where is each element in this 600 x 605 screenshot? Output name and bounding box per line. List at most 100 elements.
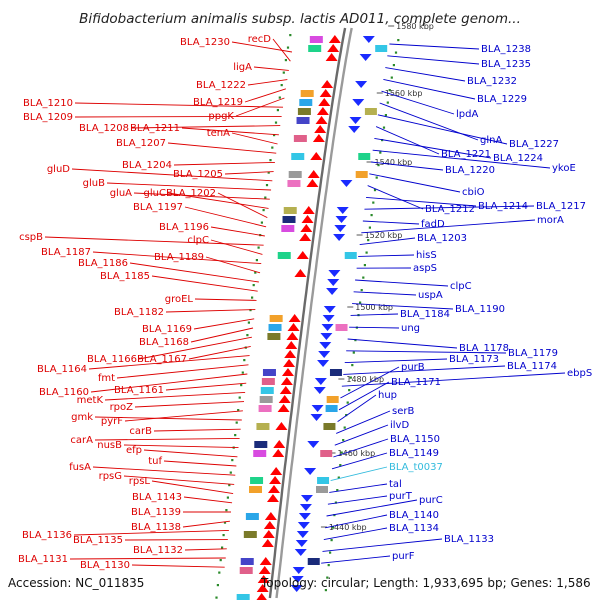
gene-block[interactable]: [326, 405, 338, 412]
forward-gene-arrow[interactable]: [321, 80, 333, 88]
forward-gene-arrow[interactable]: [283, 359, 295, 367]
right-gene-label[interactable]: BLA_1173: [449, 354, 499, 365]
reverse-gene-arrow[interactable]: [336, 216, 348, 223]
forward-gene-arrow[interactable]: [314, 125, 326, 133]
left-gene-label[interactable]: BLA_1189: [154, 252, 204, 263]
gene-block[interactable]: [253, 450, 266, 457]
gene-block[interactable]: [241, 558, 254, 565]
right-gene-label[interactable]: BLA_1235: [481, 59, 531, 70]
forward-gene-arrow[interactable]: [267, 494, 279, 502]
right-gene-label[interactable]: BLA_1134: [389, 523, 439, 534]
right-gene-label[interactable]: purF: [392, 551, 415, 562]
forward-gene-arrow[interactable]: [294, 269, 306, 277]
gene-block[interactable]: [327, 396, 339, 403]
right-gene-label[interactable]: BLA_1232: [467, 76, 517, 87]
left-gene-label[interactable]: BLA_1222: [196, 80, 246, 91]
gene-block[interactable]: [299, 99, 312, 106]
gene-block[interactable]: [320, 450, 332, 457]
gene-block[interactable]: [249, 486, 262, 493]
forward-gene-arrow[interactable]: [268, 485, 280, 493]
gene-block[interactable]: [270, 315, 283, 322]
right-gene-label[interactable]: ung: [401, 323, 420, 334]
left-gene-label[interactable]: BLA_1136: [22, 530, 72, 541]
left-gene-label[interactable]: gluD: [47, 164, 70, 175]
reverse-gene-arrow[interactable]: [317, 360, 329, 367]
left-gene-label[interactable]: pyrF: [101, 416, 123, 427]
left-gene-label[interactable]: BLA_1138: [131, 522, 181, 533]
right-gene-label[interactable]: glnA: [480, 135, 502, 146]
left-gene-label[interactable]: BLA_1135: [73, 535, 123, 546]
reverse-gene-arrow[interactable]: [327, 279, 339, 286]
gene-block[interactable]: [283, 216, 296, 223]
left-gene-label[interactable]: BLA_1186: [78, 258, 128, 269]
reverse-gene-arrow[interactable]: [304, 468, 316, 475]
forward-gene-arrow[interactable]: [326, 53, 338, 61]
gene-block[interactable]: [269, 324, 282, 331]
left-gene-label[interactable]: BLA_1166: [87, 354, 137, 365]
forward-gene-arrow[interactable]: [281, 377, 293, 385]
left-gene-label[interactable]: recD: [248, 34, 272, 45]
gene-block[interactable]: [261, 387, 274, 394]
right-gene-label[interactable]: hup: [378, 390, 397, 401]
left-gene-label[interactable]: carA: [70, 435, 93, 446]
left-gene-label[interactable]: BLA_1205: [173, 169, 223, 180]
left-gene-label[interactable]: gluA: [110, 188, 132, 199]
gene-block[interactable]: [267, 333, 280, 340]
forward-gene-arrow[interactable]: [299, 233, 311, 241]
left-gene-label[interactable]: BLA_1185: [100, 271, 150, 282]
left-gene-label[interactable]: groEL: [165, 294, 194, 305]
reverse-gene-arrow[interactable]: [363, 36, 375, 43]
gene-block[interactable]: [308, 45, 321, 52]
forward-gene-arrow[interactable]: [263, 530, 275, 538]
right-gene-label[interactable]: fadD: [421, 219, 445, 230]
reverse-gene-arrow[interactable]: [334, 225, 346, 232]
gene-block[interactable]: [244, 531, 257, 538]
reverse-gene-arrow[interactable]: [297, 531, 309, 538]
forward-gene-arrow[interactable]: [306, 179, 318, 187]
gene-block[interactable]: [278, 252, 291, 259]
gene-block[interactable]: [301, 90, 314, 97]
left-gene-label[interactable]: gluC: [144, 188, 166, 199]
left-gene-label[interactable]: BLA_1182: [114, 307, 164, 318]
reverse-gene-arrow[interactable]: [328, 270, 340, 277]
forward-gene-arrow[interactable]: [265, 512, 277, 520]
right-gene-label[interactable]: purT: [389, 491, 413, 502]
gene-block[interactable]: [310, 36, 323, 43]
right-gene-label[interactable]: clpC: [450, 281, 472, 292]
right-gene-label[interactable]: uspA: [418, 290, 443, 301]
right-gene-label[interactable]: ilvD: [390, 420, 409, 431]
right-gene-label[interactable]: ebpS: [567, 368, 592, 379]
reverse-gene-arrow[interactable]: [340, 180, 352, 187]
reverse-gene-arrow[interactable]: [324, 306, 336, 313]
forward-gene-arrow[interactable]: [256, 593, 268, 600]
forward-gene-arrow[interactable]: [270, 467, 282, 475]
left-gene-label[interactable]: BLA_1187: [41, 247, 91, 258]
forward-gene-arrow[interactable]: [280, 386, 292, 394]
right-gene-label[interactable]: BLA_t0037: [389, 462, 443, 473]
gene-block[interactable]: [365, 108, 377, 115]
left-gene-label[interactable]: carB: [129, 426, 152, 437]
right-gene-label[interactable]: BLA_1238: [481, 44, 531, 55]
reverse-gene-arrow[interactable]: [355, 81, 367, 88]
forward-gene-arrow[interactable]: [262, 539, 274, 547]
gene-block[interactable]: [291, 153, 304, 160]
forward-gene-arrow[interactable]: [303, 206, 315, 214]
left-gene-label[interactable]: fmt: [98, 373, 115, 384]
right-gene-label[interactable]: BLA_1174: [507, 361, 557, 372]
left-gene-label[interactable]: rpsL: [129, 476, 151, 487]
left-gene-label[interactable]: BLA_1197: [133, 202, 183, 213]
reverse-gene-arrow[interactable]: [296, 540, 308, 547]
forward-gene-arrow[interactable]: [327, 44, 339, 52]
gene-block[interactable]: [237, 594, 250, 600]
reverse-gene-arrow[interactable]: [318, 351, 330, 358]
left-gene-label[interactable]: tuf: [148, 456, 162, 467]
gene-block[interactable]: [330, 369, 342, 376]
left-gene-label[interactable]: BLA_1132: [133, 545, 183, 556]
reverse-gene-arrow[interactable]: [333, 234, 345, 241]
left-gene-label[interactable]: rpoZ: [110, 402, 134, 413]
forward-gene-arrow[interactable]: [329, 35, 341, 43]
left-gene-label[interactable]: BLA_1169: [142, 324, 192, 335]
forward-gene-arrow[interactable]: [300, 224, 312, 232]
forward-gene-arrow[interactable]: [297, 251, 309, 259]
